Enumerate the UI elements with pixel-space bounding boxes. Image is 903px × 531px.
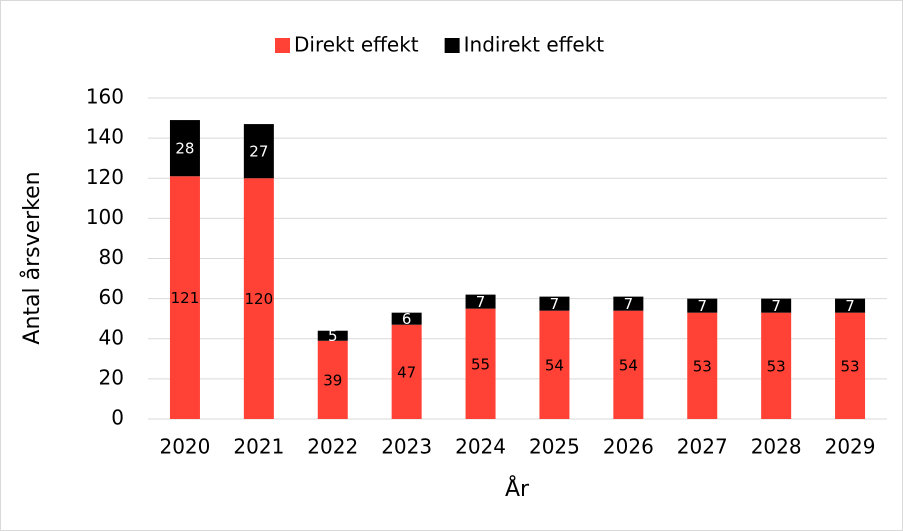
y-tick-label: 60 xyxy=(99,285,124,309)
data-label: 27 xyxy=(249,143,268,161)
data-label: 120 xyxy=(245,290,274,308)
data-label: 7 xyxy=(550,295,560,313)
x-tick-label: 2023 xyxy=(381,435,432,459)
bar-segment xyxy=(391,312,422,325)
data-label: 7 xyxy=(771,297,781,315)
data-label: 55 xyxy=(471,355,490,373)
x-axis-title: År xyxy=(505,475,530,502)
bar-segment xyxy=(687,312,718,419)
y-tick-label: 140 xyxy=(86,125,124,149)
data-label: 5 xyxy=(328,327,338,345)
x-tick-label: 2022 xyxy=(307,435,358,459)
y-tick-label: 80 xyxy=(99,245,124,269)
data-label: 6 xyxy=(402,310,412,328)
data-label: 54 xyxy=(619,356,638,374)
bar-segment xyxy=(761,312,792,419)
bar-segment xyxy=(317,330,348,341)
bar-segment xyxy=(169,120,200,177)
x-tick-label: 2028 xyxy=(751,435,802,459)
data-label: 54 xyxy=(545,356,564,374)
data-label: 28 xyxy=(175,140,194,158)
data-label: 53 xyxy=(841,357,860,375)
bar-segment xyxy=(465,294,496,309)
bar-segment xyxy=(169,176,200,419)
data-label: 121 xyxy=(171,289,200,307)
y-axis-title: Antal årsverken xyxy=(19,171,45,344)
data-label: 7 xyxy=(624,295,634,313)
data-label: 7 xyxy=(697,297,707,315)
x-tick-label: 2027 xyxy=(677,435,728,459)
legend-label: Indirekt effekt xyxy=(464,33,605,57)
legend-label: Direkt effekt xyxy=(294,33,419,57)
x-tick-label: 2025 xyxy=(529,435,580,459)
y-tick-label: 160 xyxy=(86,85,124,109)
bar-segment xyxy=(243,124,274,179)
bar-segment xyxy=(243,178,274,419)
bar-segment xyxy=(391,324,422,419)
bar-segment xyxy=(317,340,348,419)
bar-segment xyxy=(761,298,792,313)
y-tick-label: 40 xyxy=(99,325,124,349)
bar-segment xyxy=(687,298,718,313)
y-tick-label: 120 xyxy=(86,165,124,189)
y-tick-label: 100 xyxy=(86,205,124,229)
x-tick-label: 2026 xyxy=(603,435,654,459)
bar-segment xyxy=(613,310,644,419)
bar-segment xyxy=(539,296,570,311)
x-tick-label: 2021 xyxy=(233,435,284,459)
x-tick-label: 2020 xyxy=(159,435,210,459)
bar-segment xyxy=(613,296,644,311)
data-label: 7 xyxy=(476,293,486,311)
data-label: 7 xyxy=(845,297,855,315)
data-label: 47 xyxy=(397,363,416,381)
bar-segment xyxy=(539,310,570,419)
data-label: 53 xyxy=(693,357,712,375)
legend-swatch xyxy=(275,38,290,53)
x-tick-label: 2024 xyxy=(455,435,506,459)
x-tick-label: 2029 xyxy=(825,435,876,459)
y-tick-label: 20 xyxy=(99,365,124,389)
data-label: 39 xyxy=(323,371,342,389)
y-tick-label: 0 xyxy=(111,406,124,430)
data-label: 53 xyxy=(767,357,786,375)
legend-swatch xyxy=(444,38,460,53)
bar-segment xyxy=(835,298,866,313)
bar-segment xyxy=(465,308,496,419)
bar-segment xyxy=(835,312,866,419)
